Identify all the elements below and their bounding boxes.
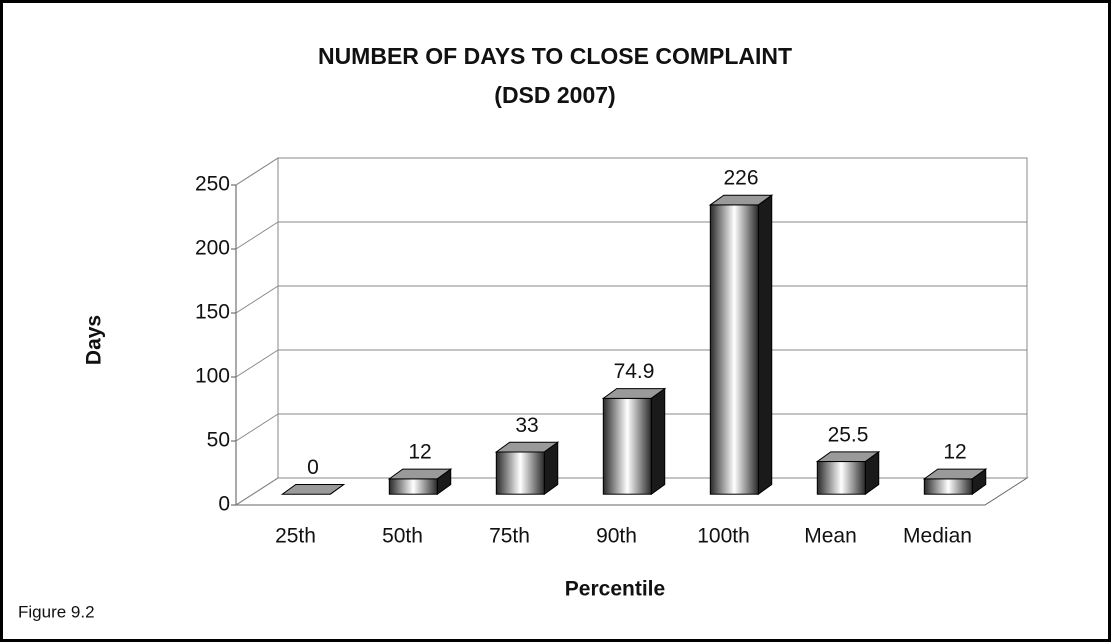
bar-front [923, 478, 973, 495]
data-label: 25.5 [828, 423, 869, 446]
data-label: 12 [408, 441, 431, 464]
bar-front [709, 204, 759, 495]
bar [494, 441, 560, 496]
bar [815, 450, 881, 496]
bar [922, 468, 988, 496]
x-tick-label: 90th [596, 525, 637, 548]
y-tick-label: 150 [195, 301, 230, 324]
x-tick-label: 50th [382, 525, 423, 548]
grid-line [235, 157, 279, 186]
y-tick-label: 100 [195, 365, 230, 388]
grid-line [235, 285, 279, 314]
grid-line [235, 477, 279, 506]
bar [387, 468, 453, 496]
bar [708, 194, 774, 496]
bar-top [815, 451, 881, 463]
bar-front [816, 461, 866, 495]
bar-top [922, 468, 988, 480]
data-label: 33 [515, 414, 538, 437]
data-label: 226 [723, 167, 758, 190]
grid-line [235, 413, 279, 442]
bar-top [280, 483, 346, 495]
x-tick-label: Mean [804, 525, 857, 548]
grid-line [235, 221, 279, 250]
bar-top [387, 468, 453, 480]
x-tick-label: 75th [489, 525, 530, 548]
bar-top [494, 441, 560, 453]
y-tick-label: 250 [195, 173, 230, 196]
x-tick-label: 100th [697, 525, 750, 548]
chart-subtitle: (DSD 2007) [494, 82, 615, 108]
x-axis-label: Percentile [565, 578, 665, 601]
bar-top [708, 194, 774, 206]
y-tick-label: 50 [207, 429, 230, 452]
bar-front [602, 397, 652, 495]
bar-front [388, 478, 438, 495]
x-tick-label: Median [903, 525, 972, 548]
y-tick-label: 200 [195, 237, 230, 260]
bar-side [650, 387, 666, 496]
data-label: 74.9 [614, 360, 655, 383]
y-axis-label: Days [83, 315, 106, 365]
y-tick-label: 0 [218, 493, 230, 516]
grid-line [235, 349, 279, 378]
data-label: 12 [943, 441, 966, 464]
bar-front [495, 451, 545, 495]
x-tick-label: 25th [275, 525, 316, 548]
bar-top [601, 388, 667, 399]
bar [601, 387, 667, 496]
data-label: 0 [307, 456, 319, 479]
annotation: Figure 9.2 [18, 602, 95, 621]
bar-side [757, 194, 773, 496]
bar [280, 483, 346, 495]
side-wall [235, 157, 279, 506]
chart-title: NUMBER OF DAYS TO CLOSE COMPLAINT [318, 43, 792, 69]
